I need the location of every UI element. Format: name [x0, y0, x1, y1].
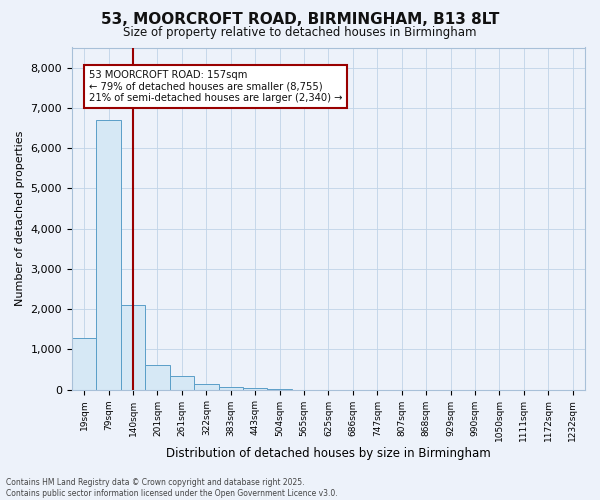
Text: Size of property relative to detached houses in Birmingham: Size of property relative to detached ho… [123, 26, 477, 39]
Bar [97, 120, 121, 390]
Bar [170, 376, 194, 390]
X-axis label: Distribution of detached houses by size in Birmingham: Distribution of detached houses by size … [166, 447, 491, 460]
Bar [145, 366, 170, 390]
Text: Contains HM Land Registry data © Crown copyright and database right 2025.
Contai: Contains HM Land Registry data © Crown c… [6, 478, 338, 498]
Text: 53, MOORCROFT ROAD, BIRMINGHAM, B13 8LT: 53, MOORCROFT ROAD, BIRMINGHAM, B13 8LT [101, 12, 499, 28]
Bar [218, 387, 243, 390]
Bar [72, 338, 97, 390]
Bar [121, 305, 145, 390]
Text: 53 MOORCROFT ROAD: 157sqm
← 79% of detached houses are smaller (8,755)
21% of se: 53 MOORCROFT ROAD: 157sqm ← 79% of detac… [89, 70, 342, 103]
Bar [194, 384, 218, 390]
Y-axis label: Number of detached properties: Number of detached properties [15, 131, 25, 306]
Bar [268, 389, 292, 390]
Bar [243, 388, 268, 390]
